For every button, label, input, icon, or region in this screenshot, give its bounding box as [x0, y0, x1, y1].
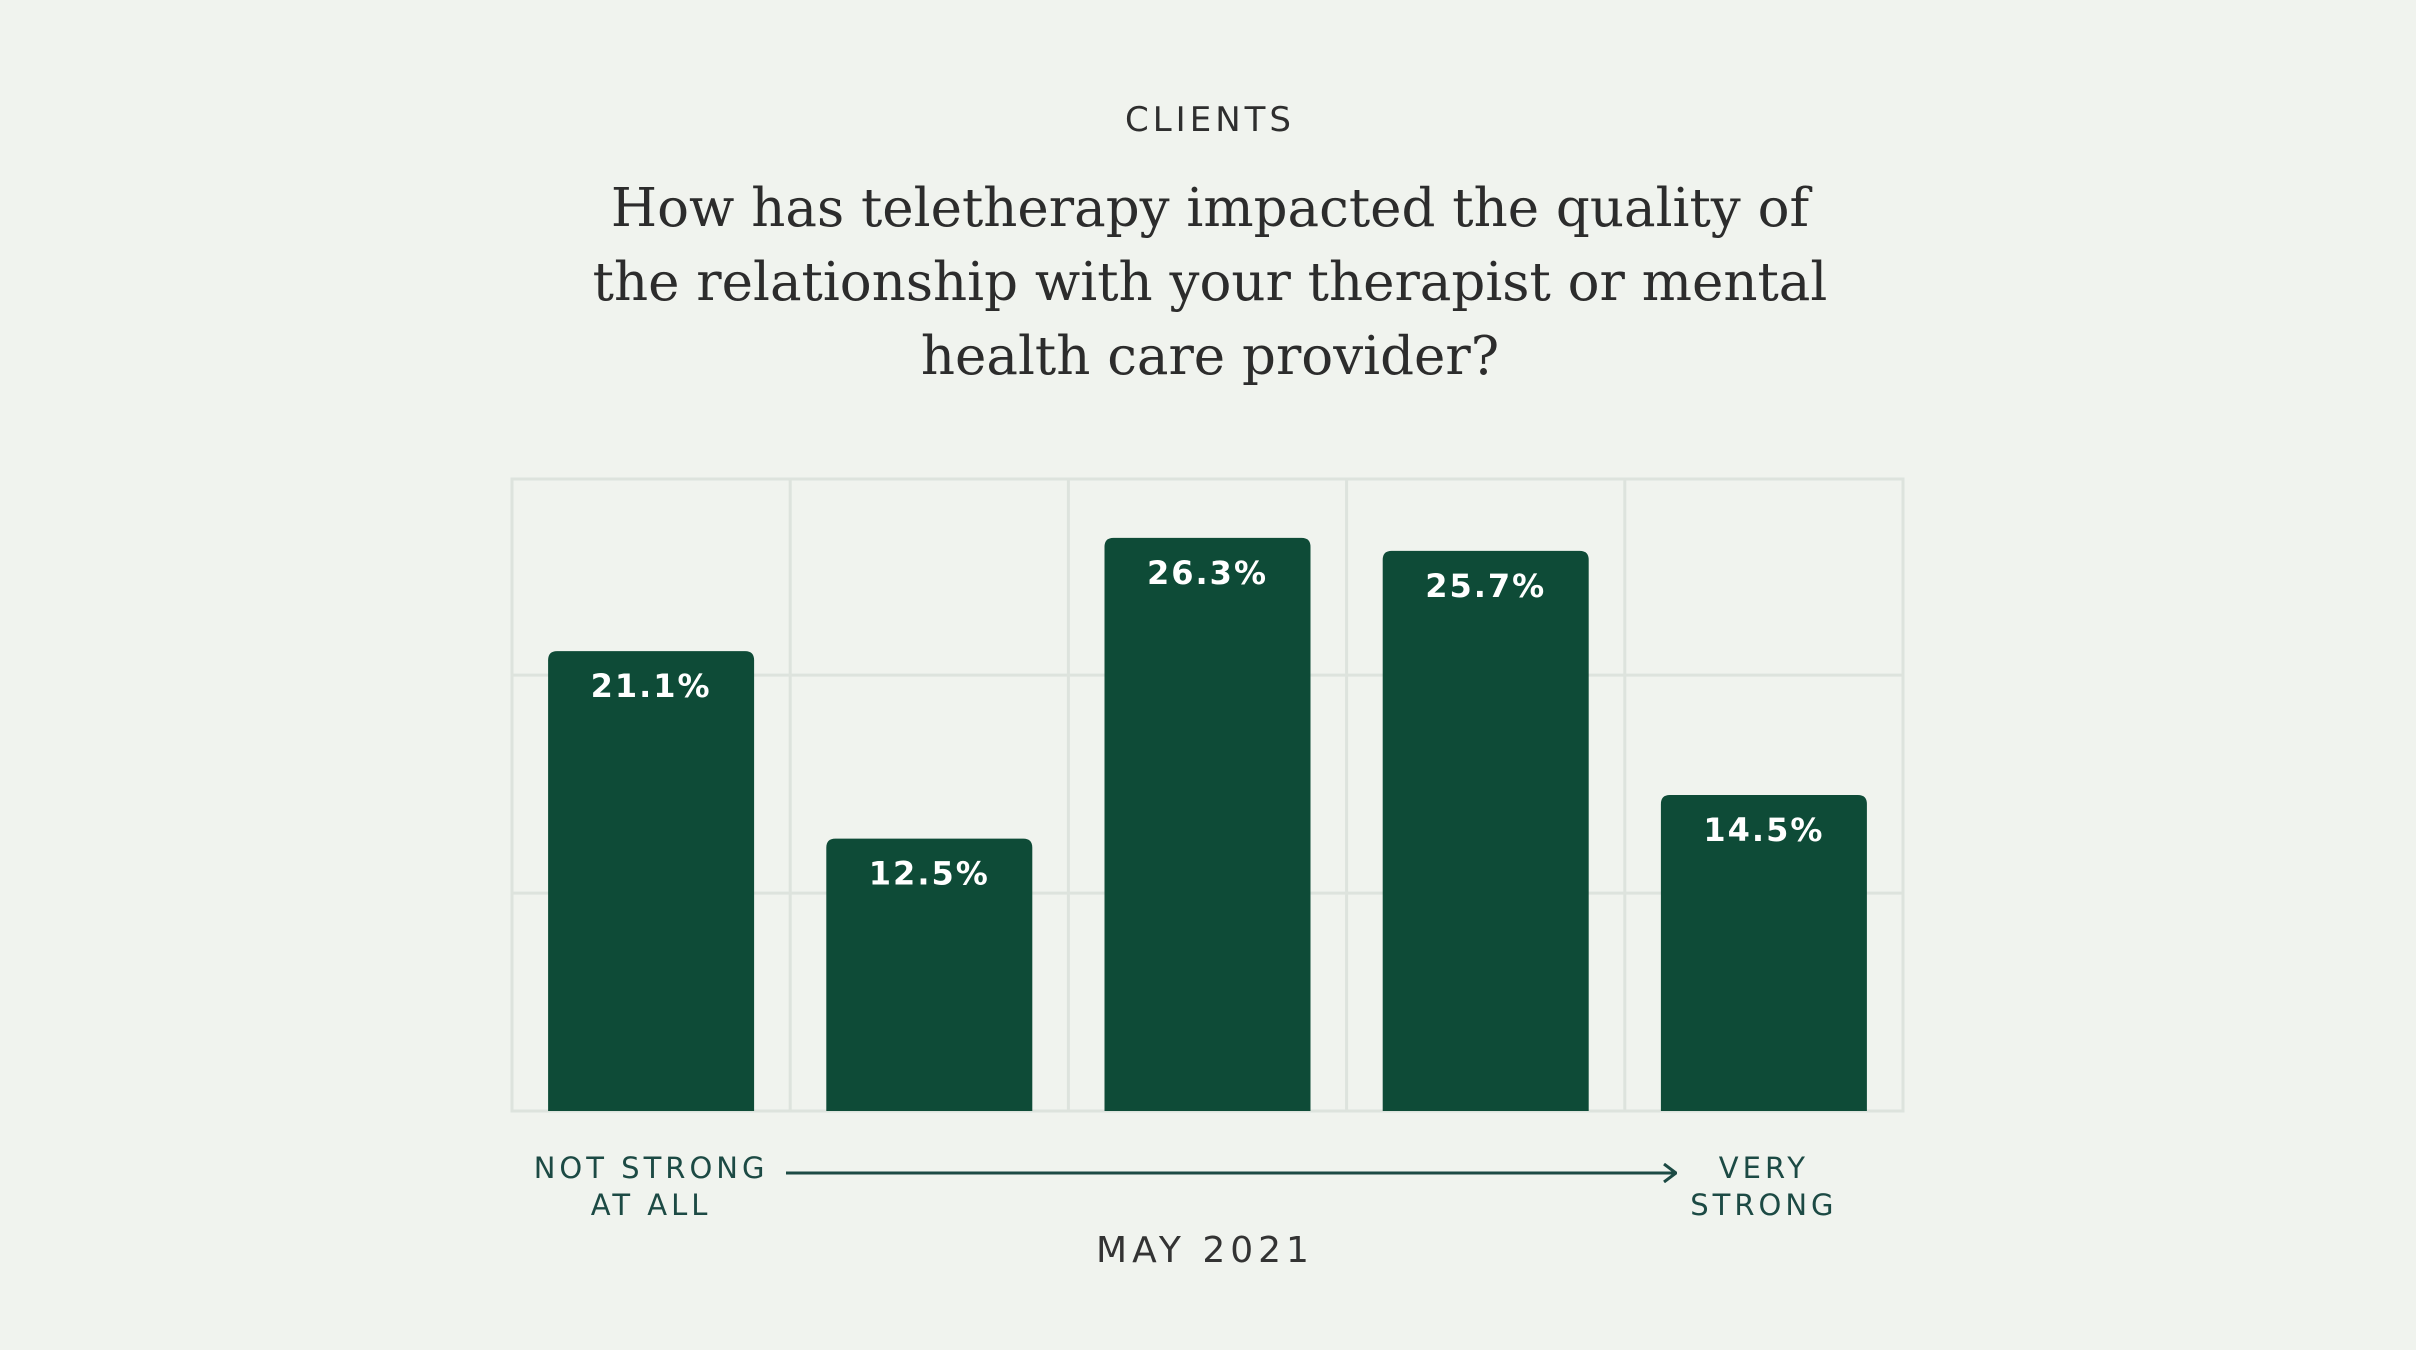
value-label: 12.5% [869, 855, 990, 893]
eyebrow: CLIENTS [1125, 100, 1295, 140]
x-tick-label: VERY STRONG [1690, 1151, 1838, 1222]
chart-title: How has teletherapy impacted the quality… [592, 178, 1828, 387]
bar [1660, 795, 1867, 1111]
x-axis-label: MAY 2021 [1096, 1230, 1314, 1271]
bar [826, 838, 1033, 1111]
value-label: 21.1% [591, 667, 712, 705]
x-tick-label: NOT STRONG AT ALL [533, 1151, 769, 1222]
bar [1104, 537, 1311, 1111]
value-label: 25.7% [1425, 567, 1546, 605]
value-label: 14.5% [1703, 811, 1824, 849]
value-label: 26.3% [1147, 554, 1268, 592]
bar [548, 651, 755, 1111]
bar [1382, 550, 1589, 1111]
